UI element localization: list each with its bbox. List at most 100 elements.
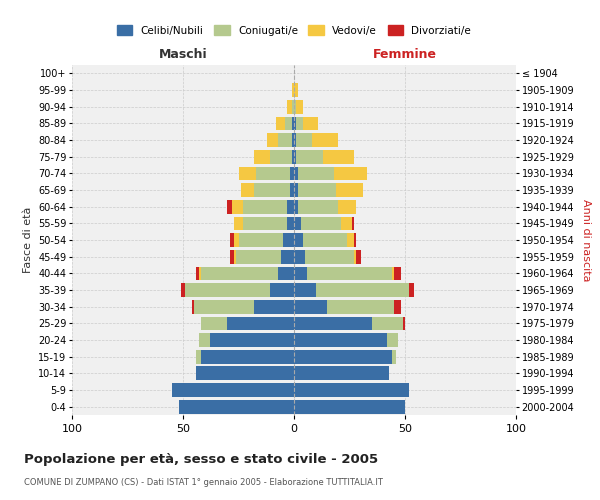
Bar	[294, 350, 392, 364]
Bar	[243, 200, 287, 213]
Bar	[294, 300, 328, 314]
Bar	[296, 150, 323, 164]
Bar	[199, 333, 209, 347]
Bar	[303, 116, 319, 130]
Bar	[239, 166, 256, 180]
Bar	[227, 200, 232, 213]
Bar	[268, 133, 278, 147]
Bar	[192, 300, 194, 314]
Bar	[234, 216, 243, 230]
Bar	[292, 150, 294, 164]
Bar	[298, 183, 336, 197]
Bar	[194, 300, 254, 314]
Bar	[296, 116, 303, 130]
Bar	[392, 350, 396, 364]
Bar	[201, 266, 278, 280]
Bar	[354, 250, 356, 264]
Legend: Celibi/Nubili, Coniugati/e, Vedovi/e, Divorziati/e: Celibi/Nubili, Coniugati/e, Vedovi/e, Di…	[113, 21, 475, 40]
Bar	[236, 250, 281, 264]
Bar	[294, 83, 298, 97]
Bar	[356, 250, 361, 264]
Bar	[294, 116, 296, 130]
Y-axis label: Anni di nascita: Anni di nascita	[581, 198, 591, 281]
Bar	[254, 150, 269, 164]
Bar	[181, 283, 185, 297]
Bar	[179, 400, 294, 413]
Bar	[409, 283, 414, 297]
Bar	[394, 266, 401, 280]
Bar	[298, 200, 338, 213]
Bar	[278, 266, 294, 280]
Bar	[290, 166, 294, 180]
Bar	[336, 183, 363, 197]
Bar	[334, 166, 367, 180]
Bar	[294, 233, 303, 247]
Bar	[292, 100, 294, 114]
Bar	[254, 183, 290, 197]
Bar	[294, 216, 301, 230]
Bar	[292, 116, 294, 130]
Bar	[294, 400, 405, 413]
Bar	[201, 316, 227, 330]
Bar	[294, 166, 298, 180]
Bar	[209, 333, 294, 347]
Bar	[387, 333, 398, 347]
Bar	[347, 233, 354, 247]
Bar	[234, 250, 236, 264]
Bar	[294, 250, 305, 264]
Bar	[196, 366, 294, 380]
Bar	[294, 316, 372, 330]
Bar	[294, 100, 296, 114]
Bar	[296, 133, 312, 147]
Bar	[296, 100, 303, 114]
Bar	[230, 233, 234, 247]
Bar	[294, 383, 409, 397]
Bar	[303, 233, 347, 247]
Bar	[287, 200, 294, 213]
Bar	[196, 350, 201, 364]
Bar	[254, 300, 294, 314]
Bar	[281, 250, 294, 264]
Bar	[294, 366, 389, 380]
Bar	[352, 216, 354, 230]
Bar	[403, 316, 405, 330]
Bar	[256, 166, 290, 180]
Bar	[278, 133, 292, 147]
Bar	[234, 233, 239, 247]
Bar	[283, 233, 294, 247]
Bar	[292, 83, 294, 97]
Bar	[294, 150, 296, 164]
Bar	[307, 266, 392, 280]
Bar	[316, 283, 409, 297]
Bar	[392, 266, 394, 280]
Bar	[323, 150, 354, 164]
Bar	[294, 200, 298, 213]
Bar	[196, 266, 199, 280]
Bar	[372, 316, 403, 330]
Bar	[354, 233, 356, 247]
Bar	[294, 183, 298, 197]
Bar	[287, 100, 292, 114]
Bar	[185, 283, 269, 297]
Bar	[232, 200, 243, 213]
Bar	[269, 283, 294, 297]
Text: COMUNE DI ZUMPANO (CS) - Dati ISTAT 1° gennaio 2005 - Elaborazione TUTTITALIA.IT: COMUNE DI ZUMPANO (CS) - Dati ISTAT 1° g…	[24, 478, 383, 487]
Bar	[269, 150, 292, 164]
Bar	[338, 200, 356, 213]
Bar	[312, 133, 338, 147]
Bar	[287, 216, 294, 230]
Bar	[394, 300, 401, 314]
Bar	[276, 116, 285, 130]
Bar	[201, 350, 294, 364]
Text: Maschi: Maschi	[158, 48, 208, 62]
Bar	[341, 216, 352, 230]
Bar	[290, 183, 294, 197]
Bar	[285, 116, 292, 130]
Bar	[230, 250, 234, 264]
Bar	[294, 133, 296, 147]
Bar	[294, 283, 316, 297]
Bar	[294, 333, 387, 347]
Bar	[294, 266, 307, 280]
Bar	[238, 233, 283, 247]
Bar	[199, 266, 201, 280]
